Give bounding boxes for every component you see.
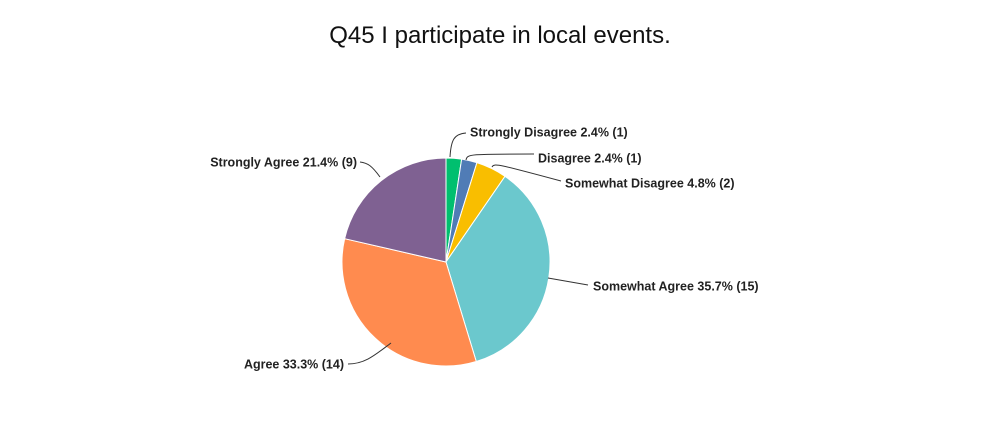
leader-line — [359, 161, 381, 178]
slice-label: Strongly Disagree 2.4% (1) — [470, 125, 628, 139]
leader-line — [347, 342, 392, 365]
slice-labels: Strongly Disagree 2.4% (1) Disagree 2.4% … — [210, 125, 758, 371]
pie-slices — [341, 157, 551, 367]
slice-label: Somewhat Disagree 4.8% (2) — [565, 176, 735, 190]
chart-title: Q45 I participate in local events. — [329, 22, 671, 49]
slice-label: Agree 33.3% (14) — [244, 357, 344, 371]
slice-label: Disagree 2.4% (1) — [538, 151, 642, 165]
leader-line — [547, 277, 589, 286]
leader-line — [491, 164, 562, 182]
pie-slice-strongly-agree — [344, 157, 447, 263]
leader-lines — [347, 132, 589, 365]
pie-slice-agree — [341, 238, 477, 367]
slice-label: Somewhat Agree 35.7% (15) — [593, 279, 759, 293]
leader-line — [449, 132, 467, 158]
slice-label: Strongly Agree 21.4% (9) — [210, 155, 357, 169]
leader-line — [465, 153, 535, 161]
